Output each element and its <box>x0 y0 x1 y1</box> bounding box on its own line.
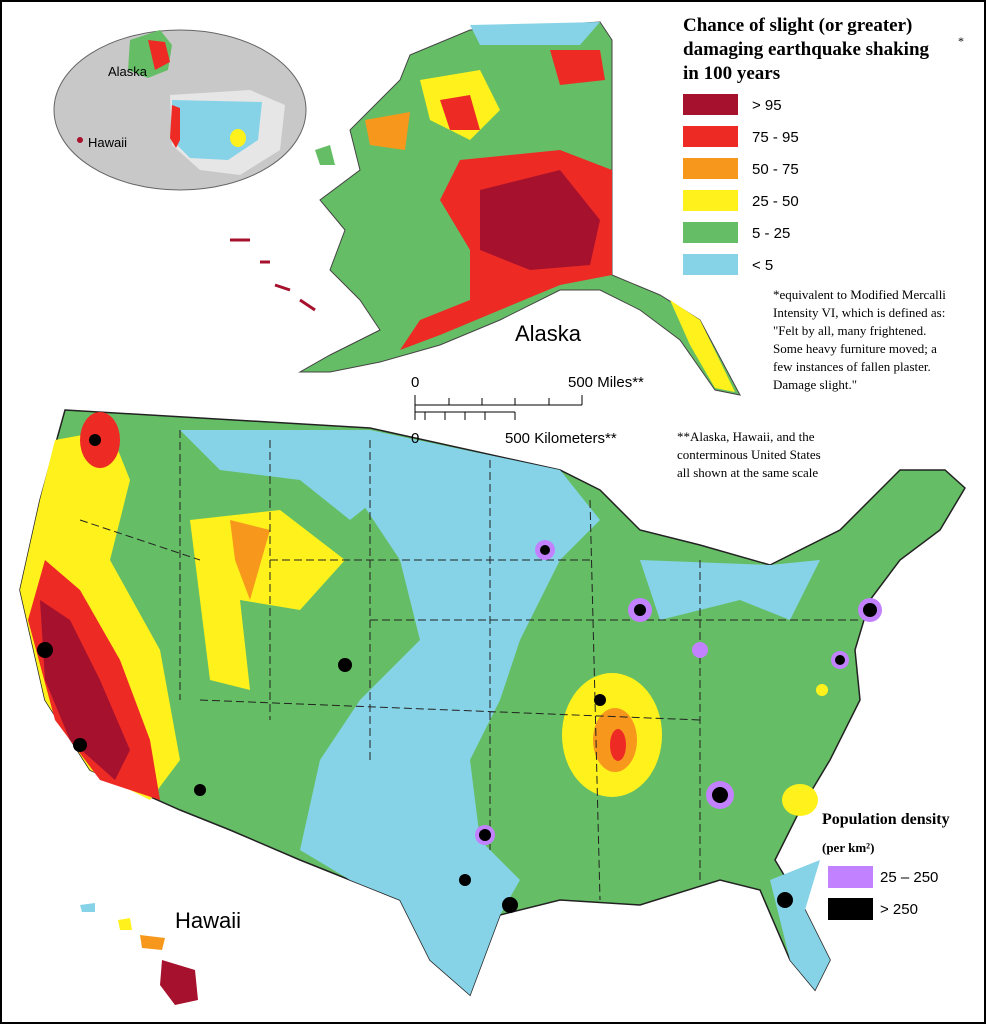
inset-zone <box>148 40 170 70</box>
city <box>594 694 606 706</box>
scale-label: 500 Kilometers** <box>505 430 617 447</box>
zone <box>365 112 410 150</box>
title: Chance of slight (or greater) damaging ea… <box>683 15 930 84</box>
map-label: Hawaii <box>175 908 241 933</box>
city <box>479 829 491 841</box>
scale-note: **Alaska, Hawaii, and the conterminous Un… <box>677 429 821 480</box>
footnote-line: Intensity VI, which is defined as: <box>773 305 945 320</box>
island <box>118 918 132 930</box>
city <box>863 603 877 617</box>
city <box>777 892 793 908</box>
note-line: **Alaska, Hawaii, and the <box>677 429 815 444</box>
inset-zone <box>230 129 246 147</box>
city <box>194 784 206 796</box>
us-map <box>19 409 966 997</box>
city <box>338 658 352 672</box>
legend-swatch <box>683 222 738 243</box>
scale-bar <box>414 395 583 420</box>
scale-label: 0 <box>411 430 419 447</box>
zone <box>470 22 600 45</box>
title-line: Chance of slight (or greater) <box>683 15 912 36</box>
city <box>835 655 845 665</box>
zone <box>230 520 270 600</box>
inset-label: Alaska <box>108 64 148 79</box>
legend-label: 5 - 25 <box>752 225 790 242</box>
zone <box>300 430 600 995</box>
population-title: Population density <box>822 811 950 828</box>
city <box>37 642 53 658</box>
footnote: *equivalent to Modified Mercalli Intensit… <box>773 287 946 392</box>
legend-swatch <box>683 190 738 211</box>
zone <box>180 430 400 520</box>
inset-hawaii <box>77 137 83 143</box>
inset-label: Hawaii <box>88 135 127 150</box>
city <box>73 738 87 752</box>
zone <box>610 729 626 761</box>
aleutians <box>230 238 316 312</box>
title-marker: * <box>958 34 964 48</box>
title-line: damaging earthquake shaking <box>683 39 930 60</box>
island <box>160 960 198 1005</box>
note-line: conterminous United States <box>677 447 821 462</box>
cities <box>37 434 882 913</box>
city <box>540 545 550 555</box>
inset-globe: Alaska Hawaii <box>53 29 307 191</box>
city <box>502 897 518 913</box>
legend-swatch <box>683 158 738 179</box>
state-lines <box>79 430 860 901</box>
footnote-line: few instances of fallen plaster. <box>773 359 931 374</box>
legend-swatch <box>828 866 873 888</box>
city <box>692 642 708 658</box>
city <box>89 434 101 446</box>
legend-swatch <box>683 254 738 275</box>
zone <box>480 170 600 270</box>
zone <box>640 560 820 620</box>
island <box>140 935 165 950</box>
legend-label: 25 – 250 <box>880 869 938 886</box>
city <box>712 787 728 803</box>
alaska-map: Alaska <box>230 21 741 396</box>
zone <box>40 600 130 780</box>
legend-label: > 95 <box>752 97 782 114</box>
legend-label: > 250 <box>880 901 918 918</box>
scale-label: 500 Miles** <box>568 374 644 391</box>
city <box>634 604 646 616</box>
footnote-line: Damage slight." <box>773 377 857 392</box>
title-line: in 100 years <box>683 63 780 84</box>
zone <box>550 50 605 85</box>
legend-label: < 5 <box>752 257 773 274</box>
zone <box>440 95 480 130</box>
legend-label: 25 - 50 <box>752 193 799 210</box>
zone <box>190 510 345 690</box>
map-label: Alaska <box>515 321 582 346</box>
inset-zone <box>170 105 180 148</box>
legend-label: 50 - 75 <box>752 161 799 178</box>
zone <box>670 300 735 392</box>
scale-label: 0 <box>411 374 419 391</box>
hawaii-map: Hawaii <box>80 903 241 1005</box>
legend: > 95 75 - 95 50 - 75 25 - 50 5 - 25 < 5 <box>683 94 799 275</box>
footnote-line: "Felt by all, many frightened. <box>773 323 926 338</box>
zone <box>782 784 818 816</box>
legend-swatch <box>683 94 738 115</box>
note-line: all shown at the same scale <box>677 465 818 480</box>
footnote-line: *equivalent to Modified Mercalli <box>773 287 946 302</box>
island <box>80 903 95 912</box>
legend-swatch <box>683 126 738 147</box>
footnote-line: Some heavy furniture moved; a <box>773 341 937 356</box>
city <box>459 874 471 886</box>
population-legend: 25 – 250 > 250 <box>828 866 938 920</box>
population-unit: (per km²) <box>822 840 874 855</box>
zone <box>816 684 828 696</box>
legend-label: 75 - 95 <box>752 129 799 146</box>
island <box>315 145 335 165</box>
legend-swatch <box>828 898 873 920</box>
